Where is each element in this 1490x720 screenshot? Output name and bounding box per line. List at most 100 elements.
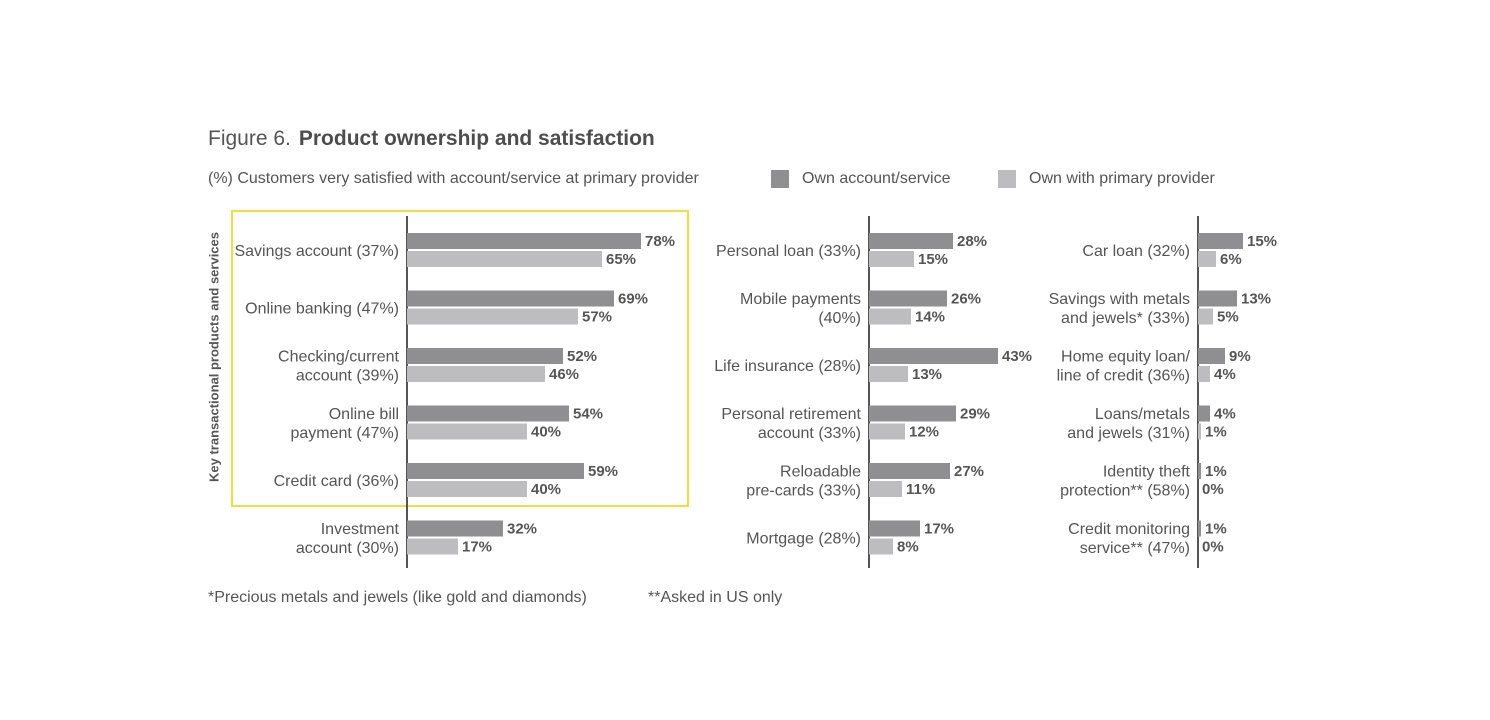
category-label: Life insurance (28%)	[714, 358, 861, 375]
value-label-own: 54%	[573, 406, 603, 423]
bar-primary	[407, 423, 527, 440]
legend-primary-swatch	[998, 170, 1016, 188]
value-label-primary: 0%	[1202, 539, 1224, 556]
value-label-primary: 57%	[582, 309, 612, 326]
bar-primary	[1198, 423, 1201, 440]
category-label: account (30%)	[296, 540, 399, 557]
category-label: Savings account (37%)	[234, 243, 399, 260]
legend-primary: Own with primary provider	[998, 170, 1215, 188]
category-label: (40%)	[818, 310, 861, 327]
value-label-own: 43%	[1002, 348, 1032, 365]
value-label-primary: 1%	[1205, 424, 1227, 441]
chart-title: Figure 6. Product ownership and satisfact…	[208, 127, 655, 151]
value-label-primary: 17%	[462, 539, 492, 556]
category-label: Reloadable	[780, 464, 861, 481]
bar-own	[1198, 520, 1201, 537]
value-label-own: 15%	[1247, 233, 1277, 250]
bar-own	[869, 290, 947, 307]
category-label: Online banking (47%)	[245, 301, 399, 318]
bar-primary	[1198, 366, 1210, 382]
category-label: line of credit (36%)	[1057, 368, 1190, 385]
bar-own	[407, 405, 569, 422]
category-label: and jewels (31%)	[1067, 425, 1190, 442]
value-label-primary: 15%	[918, 251, 948, 268]
bar-primary	[869, 423, 905, 440]
category-label: Mobile payments	[740, 291, 861, 308]
value-label-own: 17%	[924, 521, 954, 538]
bar-primary	[407, 538, 458, 555]
category-label: Personal retirement	[721, 406, 861, 423]
value-label-primary: 4%	[1214, 366, 1236, 383]
category-label: Credit card (36%)	[274, 473, 399, 490]
bar-own	[869, 520, 920, 537]
value-label-own: 69%	[618, 291, 648, 308]
category-label: account (33%)	[758, 425, 861, 442]
bar-own	[869, 405, 956, 422]
bar-primary	[869, 538, 893, 555]
category-label: payment (47%)	[291, 425, 400, 442]
bar-primary	[407, 481, 527, 497]
bar-primary	[869, 251, 914, 267]
bar-primary	[407, 366, 545, 382]
bar-primary	[869, 308, 911, 325]
bar-own	[1198, 348, 1225, 364]
value-label-primary: 8%	[897, 539, 919, 556]
bar-own	[1198, 405, 1210, 422]
value-label-primary: 13%	[912, 366, 942, 383]
category-label: Mortgage (28%)	[746, 531, 861, 548]
category-label: service** (47%)	[1080, 540, 1190, 557]
value-label-own: 13%	[1241, 291, 1271, 308]
legend-own-swatch	[771, 170, 789, 188]
value-label-own: 29%	[960, 406, 990, 423]
legend-own: Own account/service	[771, 170, 951, 188]
category-label: Car loan (32%)	[1082, 243, 1190, 260]
bar-own	[407, 233, 641, 249]
value-label-primary: 0%	[1202, 481, 1224, 498]
legend-own-label: Own account/service	[802, 170, 951, 187]
figure-title: Product ownership and satisfaction	[298, 127, 655, 150]
figure-number: Figure 6.	[208, 127, 291, 150]
value-label-own: 1%	[1205, 463, 1227, 480]
bar-own	[407, 520, 503, 537]
legend-primary-label: Own with primary provider	[1029, 170, 1215, 187]
value-label-own: 32%	[507, 521, 537, 538]
value-label-own: 1%	[1205, 521, 1227, 538]
highlight-box	[231, 210, 689, 507]
value-label-primary: 46%	[549, 366, 579, 383]
category-label: Checking/current	[278, 349, 400, 366]
category-label: Savings with metals	[1049, 291, 1190, 308]
bar-own	[869, 348, 998, 364]
category-label: protection** (58%)	[1060, 483, 1190, 500]
value-label-primary: 5%	[1217, 309, 1239, 326]
category-label: account (39%)	[296, 368, 399, 385]
footnote-us-only: **Asked in US only	[648, 589, 783, 606]
category-label: Identity theft	[1103, 464, 1191, 481]
value-label-primary: 14%	[915, 309, 945, 326]
bar-primary	[1198, 308, 1213, 325]
value-label-own: 52%	[567, 348, 597, 365]
bar-primary	[407, 308, 578, 325]
bar-primary	[407, 251, 602, 267]
category-label: Home equity loan/	[1061, 349, 1191, 366]
value-label-primary: 11%	[906, 481, 935, 498]
category-label: pre-cards (33%)	[746, 483, 861, 500]
chart-subtitle: (%) Customers very satisfied with accoun…	[208, 170, 699, 187]
bar-own	[869, 233, 953, 249]
value-label-own: 27%	[954, 463, 984, 480]
bar-primary	[1198, 251, 1216, 267]
bar-own	[1198, 290, 1237, 307]
value-label-primary: 65%	[606, 251, 636, 268]
bar-primary	[869, 481, 902, 497]
category-label: Credit monitoring	[1068, 521, 1190, 538]
bar-own	[407, 290, 614, 307]
value-label-own: 28%	[957, 233, 987, 250]
value-label-primary: 6%	[1220, 251, 1242, 268]
category-label: Investment	[321, 521, 400, 538]
category-label: and jewels* (33%)	[1061, 310, 1190, 327]
category-label: Personal loan (33%)	[716, 243, 861, 260]
footnote-metals: *Precious metals and jewels (like gold a…	[208, 589, 587, 606]
bar-own	[407, 348, 563, 364]
value-label-own: 4%	[1214, 406, 1236, 423]
bar-own	[1198, 233, 1243, 249]
